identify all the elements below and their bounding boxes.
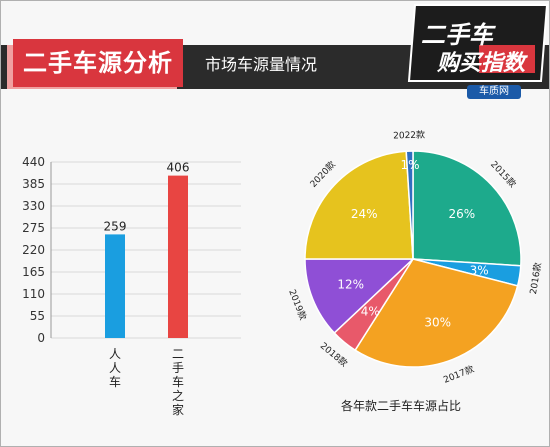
logo-highlight: [479, 45, 535, 73]
bar-y-tick-label: 385: [22, 177, 45, 191]
bar-category-label-char: 人: [109, 361, 121, 375]
pie-slice-6: [304, 150, 414, 260]
page-title: 二手车源分析: [13, 39, 183, 87]
pie-percent-label: 4%: [361, 305, 380, 319]
bar-y-tick-label: 275: [22, 221, 45, 235]
logo-site-label: 车质网: [467, 85, 521, 99]
bar-category-label-char: 手: [172, 361, 184, 375]
bar-y-tick-label: 165: [22, 265, 45, 279]
bar-value-label: 406: [167, 161, 190, 175]
bar-category-label-char: 车: [109, 374, 121, 389]
bar-category-label-char: 车: [172, 374, 184, 389]
bar-value-label: 259: [104, 219, 127, 233]
pie-percent-label: 12%: [337, 278, 364, 292]
bar-1: [105, 234, 125, 338]
logo-line1: 二手车: [421, 21, 493, 49]
pie-slice-3: [354, 258, 519, 368]
page-subtitle: 市场车源量情况: [205, 55, 318, 74]
pie-slice-label: 2022款: [393, 129, 425, 142]
bar-category-label-char: 之: [172, 389, 184, 403]
bar-y-tick-label: 0: [37, 331, 45, 345]
bar-y-tick-label: 55: [30, 309, 45, 323]
pie-slice-7: [405, 150, 414, 260]
bar-2: [168, 175, 188, 338]
bar-category-label-char: 二: [172, 347, 184, 361]
pie-percent-label: 24%: [351, 207, 378, 221]
pie-slice-1: [412, 150, 522, 267]
bar-category-label-char: 人: [109, 347, 121, 361]
pie-slice-label: 2019款: [286, 288, 309, 322]
pie-percent-label: 3%: [470, 263, 489, 277]
pie-chart-title: 各年款二手车车源占比: [341, 399, 462, 413]
logo-line2: 购买指数: [437, 51, 526, 76]
pie-percent-label: 30%: [424, 315, 451, 329]
bar-y-tick-label: 440: [22, 155, 45, 169]
pie-percent-label: 26%: [448, 207, 475, 221]
pie-slice-label: 2017款: [442, 363, 476, 386]
pie-slice-5: [304, 258, 415, 334]
bar-y-tick-label: 330: [22, 199, 45, 213]
pie-slice-label: 2016款: [527, 262, 544, 295]
pie-percent-label: 1%: [400, 158, 419, 172]
bar-y-tick-label: 110: [22, 287, 45, 301]
pie-slice-label: 2018款: [318, 340, 350, 370]
bar-y-tick-label: 220: [22, 243, 45, 257]
brand-logo: [407, 4, 549, 82]
header: 二手车源分析 市场车源量情况 二手车 购买指数 车质网: [1, 1, 549, 101]
bar-category-label-char: 家: [172, 402, 184, 417]
